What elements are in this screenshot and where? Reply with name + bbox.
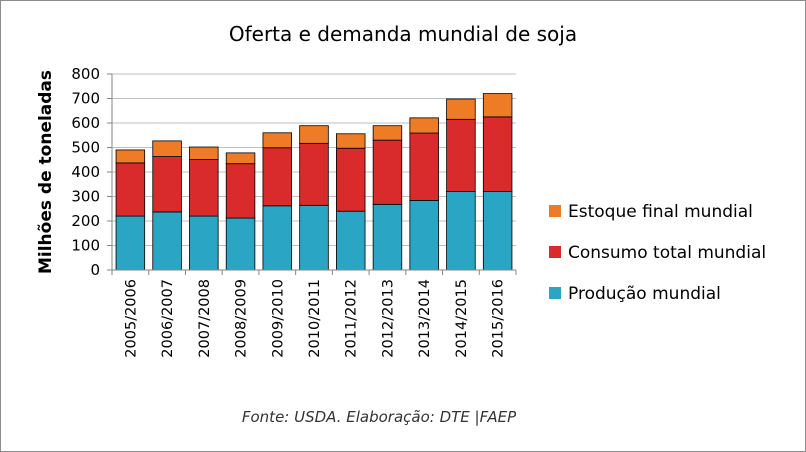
bar-segment [409, 200, 439, 271]
legend-label: Consumo total mundial [568, 243, 766, 263]
bar-segment [189, 146, 219, 160]
bar-stack [189, 146, 219, 271]
bar-segment [152, 140, 182, 157]
bar-stack [299, 125, 329, 271]
bar-segment [262, 147, 292, 207]
bar-segment [446, 191, 476, 271]
bar-segment [225, 217, 256, 271]
bar-stack [372, 125, 403, 271]
bar-segment [262, 205, 292, 271]
y-tick-label: 500 [71, 139, 100, 157]
bar-segment [299, 125, 329, 144]
legend-label: Produção mundial [568, 284, 721, 304]
bar-segment [446, 98, 476, 120]
bar-segment [152, 156, 182, 213]
x-tick-label: 2015/2016 [491, 279, 507, 358]
bar-segment [152, 211, 182, 271]
legend-item: Estoque final mundial [549, 202, 753, 222]
legend-item: Consumo total mundial [549, 243, 766, 263]
x-tick-label: 2010/2011 [307, 279, 323, 358]
bar-segment [299, 142, 329, 206]
bar-stack [336, 133, 366, 271]
y-tick-label: 400 [71, 163, 100, 181]
y-tick-label: 600 [71, 114, 100, 132]
bar-segment [482, 93, 513, 118]
bar-segment [372, 139, 403, 205]
bar-segment [372, 203, 403, 271]
bar-segment [372, 125, 403, 141]
y-tick-label: 700 [71, 90, 100, 108]
chart-title: Oferta e demanda mundial de soja [229, 22, 577, 46]
bar-segment [446, 118, 476, 192]
legend-label: Estoque final mundial [568, 202, 753, 222]
y-tick-label: 800 [71, 65, 100, 83]
bar-segment [115, 149, 146, 164]
y-tick-label: 0 [90, 261, 100, 279]
bar-segment [189, 159, 219, 217]
bar-stack [482, 93, 513, 271]
bar-segment [225, 152, 256, 165]
legend-swatch [549, 246, 561, 258]
legend: Estoque final mundial Consumo total mundi… [549, 202, 766, 304]
y-tick-label: 200 [71, 212, 100, 230]
y-tick-label: 300 [71, 188, 100, 206]
x-tick-label: 2013/2014 [417, 279, 433, 358]
legend-swatch [549, 287, 561, 299]
x-tick-label: 2005/2006 [123, 279, 139, 358]
y-axis-label: Milhões de toneladas [36, 70, 56, 274]
bar-segment [482, 191, 513, 271]
bar-segment [482, 116, 513, 192]
bar-segment [409, 132, 439, 201]
bar-stack [262, 132, 292, 271]
x-tick-label: 2014/2015 [454, 279, 470, 358]
bar-stack [225, 152, 256, 271]
bar-segment [336, 147, 366, 212]
x-tick-label: 2009/2010 [270, 279, 286, 358]
y-tick-label: 100 [71, 237, 100, 255]
bar-segment [189, 215, 219, 271]
bar-segment [336, 210, 366, 271]
x-tick-label: 2007/2008 [197, 279, 213, 358]
bar-segment [262, 132, 292, 149]
legend-item: Produção mundial [549, 284, 721, 304]
x-tick-labels: 2005/2006 2006/2007 2007/2008 2008/2009 2009… [123, 279, 506, 358]
axes [107, 73, 517, 275]
bar-segment [115, 162, 146, 217]
bar-stack [152, 140, 182, 271]
bar-segment [225, 163, 256, 219]
bar-stack [446, 98, 476, 271]
source-note: Fonte: USDA. Elaboração: DTE |FAEP [242, 408, 517, 426]
bar-stack [115, 149, 146, 271]
bar-segment [115, 215, 146, 271]
bar-segment [336, 133, 366, 149]
bar-segment [299, 204, 329, 271]
bar-stack [409, 117, 439, 271]
x-tick-label: 2011/2012 [344, 279, 360, 358]
x-tick-label: 2012/2013 [380, 279, 396, 358]
y-tick-labels: 0 100 200 300 400 500 600 700 800 [71, 65, 100, 279]
legend-swatch [549, 205, 561, 217]
x-tick-label: 2006/2007 [160, 279, 176, 358]
bar-segment [409, 117, 439, 134]
bar-stacks [115, 93, 513, 271]
x-tick-label: 2008/2009 [234, 279, 250, 358]
